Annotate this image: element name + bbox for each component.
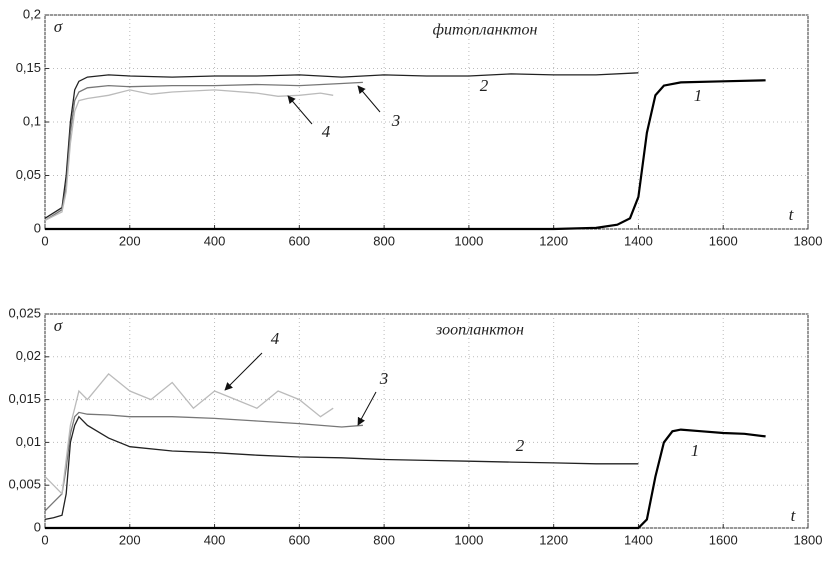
y-tick-label: 0,015 [8, 391, 41, 406]
series-line [44, 81, 363, 221]
x-tick-label: 800 [373, 532, 395, 547]
y-tick-label: 0,005 [8, 477, 41, 492]
arrow [287, 95, 313, 125]
series-line [44, 89, 334, 221]
x-tick-label: 1400 [624, 532, 653, 547]
x-tick-label: 600 [288, 532, 310, 547]
y-axis-label: σ [54, 17, 63, 36]
y-tick-label: 0,15 [16, 60, 41, 75]
series-label: 1 [694, 86, 703, 105]
x-tick-label: 400 [204, 532, 226, 547]
chart-title: зоопланктон [435, 322, 524, 339]
x-tick-label: 1800 [794, 233, 823, 248]
x-tick-label: 0 [41, 532, 48, 547]
series-line [44, 411, 363, 512]
x-tick-label: 1000 [454, 233, 483, 248]
x-tick-label: 1400 [624, 233, 653, 248]
series-label: 1 [691, 441, 700, 460]
series-label: 3 [391, 111, 401, 130]
arrow [357, 391, 377, 426]
y-tick-label: 0,025 [8, 305, 41, 320]
series-line [44, 372, 334, 496]
series-label: 2 [516, 436, 525, 455]
series-line [45, 428, 766, 530]
x-tick-label: 1600 [709, 233, 738, 248]
series-label: 3 [379, 369, 389, 388]
y-tick-label: 0 [34, 220, 41, 235]
series-line [44, 72, 639, 219]
series-line [45, 79, 766, 231]
chart-title: фитопланктон [433, 22, 538, 39]
x-tick-label: 1800 [794, 532, 823, 547]
y-tick-label: 0,05 [16, 167, 41, 182]
series-line [44, 415, 639, 521]
series-label: 4 [271, 329, 280, 348]
arrow [357, 85, 381, 113]
x-tick-label: 200 [119, 233, 141, 248]
x-tick-label: 1200 [539, 532, 568, 547]
series-label: 2 [480, 76, 489, 95]
y-tick-label: 0,01 [16, 434, 41, 449]
x-tick-label: 1200 [539, 233, 568, 248]
x-tick-label: 0 [41, 233, 48, 248]
x-tick-label: 400 [204, 233, 226, 248]
arrow [224, 352, 263, 391]
y-tick-label: 0 [34, 519, 41, 534]
x-tick-label: 600 [288, 233, 310, 248]
x-axis-label: t [791, 506, 797, 525]
y-tick-label: 0,1 [23, 113, 41, 128]
x-tick-label: 1000 [454, 532, 483, 547]
x-tick-label: 800 [373, 233, 395, 248]
series-label: 4 [322, 122, 331, 141]
y-axis-label: σ [54, 316, 63, 335]
x-axis-label: t [789, 205, 795, 224]
y-tick-label: 0,02 [16, 348, 41, 363]
y-tick-label: 0,2 [23, 6, 41, 21]
x-tick-label: 1600 [709, 532, 738, 547]
plot-frame [44, 313, 809, 529]
x-tick-label: 200 [119, 532, 141, 547]
